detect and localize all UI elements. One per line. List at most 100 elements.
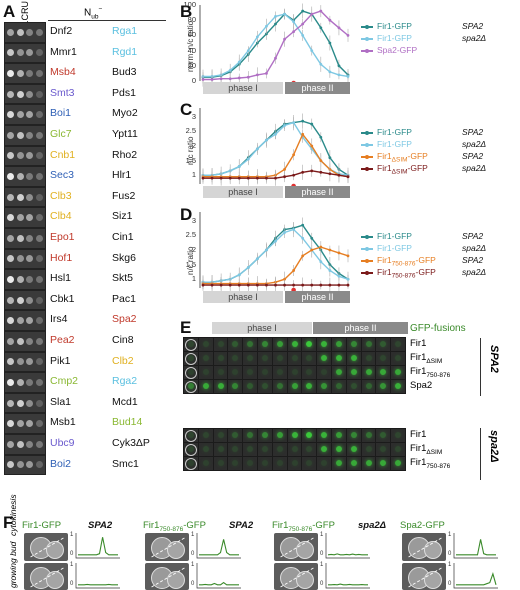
growth-spot	[7, 172, 14, 180]
growth-spot	[35, 111, 43, 119]
gene-name: Msb4	[50, 66, 76, 79]
micrograph-frame	[242, 337, 258, 352]
gfp-signal	[306, 446, 313, 452]
data-point	[319, 62, 323, 66]
legend-label: Fir1-GFP	[377, 243, 412, 253]
cell-image	[24, 563, 68, 590]
micrograph-frame	[331, 379, 347, 394]
gfp-signal	[262, 383, 268, 389]
gfp-signal	[232, 432, 239, 438]
micrograph-row-label: Fir1	[410, 338, 427, 349]
cell-outline	[185, 381, 197, 393]
micrograph-frame	[212, 351, 229, 366]
gfp-signal	[247, 432, 254, 438]
micrograph-frame	[257, 365, 273, 380]
bud-body	[424, 571, 442, 589]
micrograph-frame	[271, 428, 288, 443]
data-point	[301, 236, 305, 240]
micrograph-frame	[183, 337, 199, 352]
growth-spot	[35, 255, 43, 263]
gfp-signal	[306, 355, 313, 361]
panel-f-row-cytokinesis: cytokinesis	[8, 494, 18, 536]
gfp-signal	[365, 355, 372, 361]
micrograph-frame	[227, 351, 244, 366]
data-point	[237, 60, 241, 64]
y-tick-label: 1.5	[185, 259, 196, 269]
data-point	[246, 75, 250, 79]
profile-tick-0: 0	[70, 581, 74, 587]
gene-name: Smt3	[50, 86, 75, 99]
data-point	[328, 172, 332, 176]
micrograph-frame	[257, 456, 273, 471]
micrograph-row-label: Fir1750-876	[410, 457, 451, 470]
micrograph-frame	[183, 428, 199, 443]
y-tick-label: 80	[187, 15, 196, 25]
gfp-signal	[247, 369, 254, 375]
data-point	[301, 119, 305, 123]
profile-tick-0: 0	[191, 551, 195, 557]
panel-f-genotype: spa2Δ	[358, 520, 387, 531]
gfp-signal	[306, 369, 313, 375]
gfp-signal	[217, 355, 224, 361]
data-point	[283, 124, 286, 127]
growth-spot-row	[4, 351, 46, 373]
panel-e-phase2: phase II	[313, 322, 408, 334]
gene-name: Pik1	[50, 354, 71, 367]
cell-outline	[185, 458, 197, 470]
gene-name: Siz1	[112, 210, 133, 223]
data-point	[237, 76, 241, 80]
gfp-signal	[395, 446, 402, 452]
micrograph-frame	[375, 337, 392, 352]
gene-name: Mcd1	[112, 395, 138, 408]
cell-outline	[185, 444, 197, 456]
data-point	[265, 72, 268, 75]
data-point	[246, 49, 250, 52]
gene-name: Cnb1	[50, 148, 76, 161]
growth-spot-row	[4, 104, 46, 125]
gfp-signal	[217, 341, 224, 347]
micrograph-frame	[257, 428, 273, 443]
data-point	[265, 138, 268, 142]
data-point	[337, 274, 341, 278]
nub-sub: ub	[91, 13, 99, 21]
data-point	[337, 26, 341, 30]
gene-name: Myo2	[112, 107, 138, 120]
y-tick-label: 1.5	[185, 155, 196, 165]
y-tick-label: 1	[191, 170, 196, 180]
data-point	[319, 260, 323, 264]
profile-axis	[325, 533, 370, 559]
gfp-signal	[232, 355, 239, 361]
gene-name: Boi2	[50, 457, 72, 470]
profile-trace	[78, 537, 118, 556]
data-point	[255, 283, 259, 287]
panel-label-c: C	[180, 100, 193, 119]
growth-spot	[26, 49, 33, 57]
gene-name: Clb4	[50, 210, 72, 223]
growth-spot	[16, 90, 24, 98]
data-point	[274, 15, 277, 18]
data-point	[328, 269, 332, 272]
gfp-signal	[321, 369, 328, 375]
growth-spot	[16, 28, 24, 36]
gene-name: Cmp2	[50, 375, 79, 388]
panel-label-e: E	[180, 318, 192, 337]
micrograph-frame	[212, 379, 229, 394]
growth-spot	[35, 337, 43, 345]
micrograph-frame	[257, 442, 273, 457]
profile-tick-0: 0	[448, 581, 452, 587]
data-point	[265, 176, 268, 180]
gfp-signal	[276, 446, 283, 452]
y-tick-label: 60	[187, 30, 196, 40]
growth-spot	[7, 28, 14, 36]
growth-spot	[7, 234, 14, 242]
gfp-signal	[217, 446, 224, 452]
gfp-signal	[336, 341, 342, 347]
micrograph-frame	[212, 365, 229, 380]
data-point	[301, 170, 305, 174]
data-point	[201, 78, 205, 81]
data-point	[292, 173, 296, 177]
data-point	[255, 176, 259, 180]
gene-name: Irs4	[50, 313, 68, 326]
panel-d-phase1: phase I	[203, 291, 283, 303]
profile-axis	[453, 563, 498, 589]
